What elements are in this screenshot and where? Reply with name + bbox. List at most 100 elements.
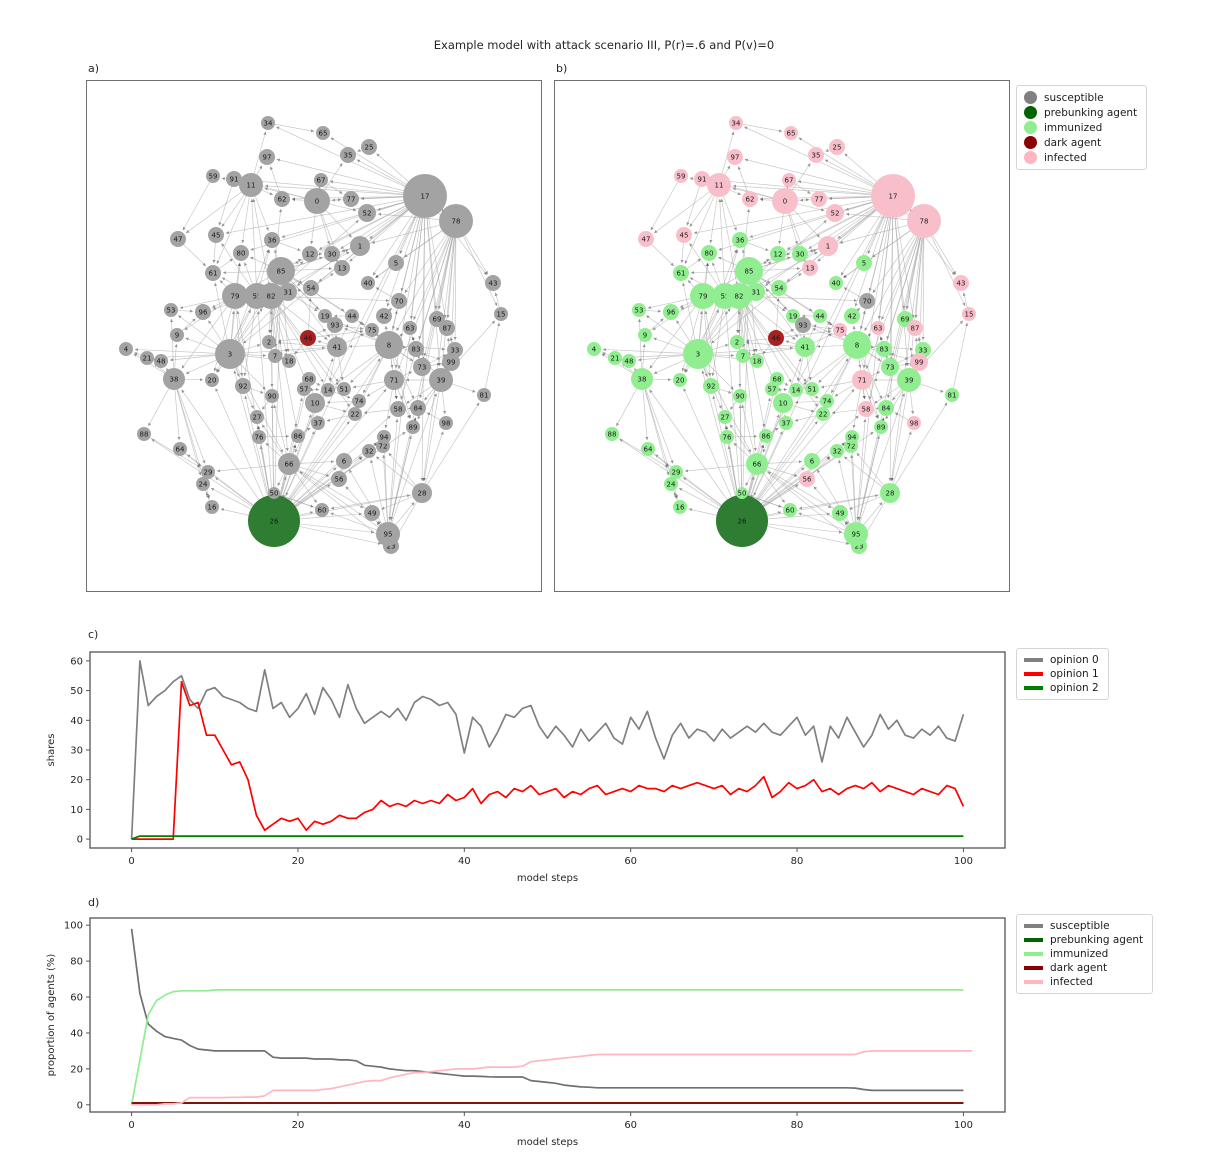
graph-node-label: 85 xyxy=(745,267,754,275)
graph-node xyxy=(844,522,868,546)
graph-edge xyxy=(182,181,210,231)
graph-edge xyxy=(840,214,882,276)
graph-edge xyxy=(134,348,216,354)
graph-edge xyxy=(849,496,881,510)
graph-edge xyxy=(298,469,364,509)
graph-edge xyxy=(793,210,820,238)
graph-edge xyxy=(220,508,249,516)
graph-node xyxy=(140,351,154,365)
graph-node-label: 14 xyxy=(792,386,801,394)
graph-edge xyxy=(859,310,866,332)
graph-node xyxy=(119,342,133,356)
graph-edge xyxy=(323,163,343,191)
opinion-2-line-icon xyxy=(1024,686,1043,690)
graph-edge xyxy=(870,371,881,377)
graph-edge xyxy=(718,388,732,394)
graph-node xyxy=(406,420,420,434)
graph-edge xyxy=(684,464,747,473)
graph-edge xyxy=(839,224,908,244)
graph-edge xyxy=(330,512,377,531)
graph-node-label: 70 xyxy=(395,297,404,305)
x-tick-label: 100 xyxy=(954,1120,973,1131)
graph-node xyxy=(858,401,874,417)
graph-node xyxy=(736,487,748,499)
graph-edge xyxy=(892,389,902,401)
graph-node-label: 40 xyxy=(832,279,841,287)
graph-edge xyxy=(221,194,245,228)
graph-node-label: 52 xyxy=(831,209,840,217)
graph-edge xyxy=(897,354,915,364)
graph-node-label: 21 xyxy=(611,354,620,362)
graph-node-label: 87 xyxy=(443,324,452,332)
graph-node-label: 96 xyxy=(199,308,208,316)
y-axis-label: proportion of agents (%) xyxy=(46,954,57,1077)
graph-node xyxy=(262,335,276,349)
graph-node-label: 67 xyxy=(317,176,326,184)
graph-edge xyxy=(384,389,393,429)
graph-node xyxy=(274,191,290,207)
graph-node-label: 11 xyxy=(247,181,256,189)
graph-edge xyxy=(747,387,776,496)
graph-node-label: 59 xyxy=(209,172,218,180)
graph-edge xyxy=(816,344,844,348)
graph-node-label: 39 xyxy=(905,376,914,384)
graph-node xyxy=(259,149,275,165)
graph-edge xyxy=(428,217,447,319)
legend-item-susceptible: susceptible xyxy=(1024,91,1137,104)
graph-node xyxy=(897,368,921,392)
graph-node xyxy=(327,337,347,357)
graph-edge xyxy=(424,431,444,484)
x-tick-label: 80 xyxy=(791,856,804,867)
graph-node-label: 22 xyxy=(351,410,360,418)
graph-edge xyxy=(751,296,858,303)
graph-edge xyxy=(867,333,872,337)
graph-edge xyxy=(896,217,915,319)
legend-label: opinion 1 xyxy=(1050,668,1099,680)
graph-node xyxy=(808,147,824,163)
graph-node xyxy=(673,373,687,387)
opinion-0-line-icon xyxy=(1024,658,1043,662)
graph-edge xyxy=(315,329,364,338)
graph-edge xyxy=(881,236,918,320)
graph-edge xyxy=(767,466,798,477)
graph-edge xyxy=(792,405,815,413)
graph-node xyxy=(782,173,796,187)
graph-edge xyxy=(751,348,796,356)
graph-edge xyxy=(741,404,755,454)
graph-edge xyxy=(261,401,269,410)
graph-edge xyxy=(794,415,817,422)
graph-edge xyxy=(837,209,876,239)
graph-edge xyxy=(363,409,391,415)
graph-node xyxy=(154,354,168,368)
graph-node-label: 17 xyxy=(421,192,430,200)
graph-edge xyxy=(442,391,447,415)
graph-node xyxy=(361,276,375,290)
graph-edge xyxy=(797,180,872,194)
graph-edge xyxy=(169,318,174,369)
graph-edge xyxy=(812,456,831,474)
graph-edge xyxy=(219,279,227,287)
graph-edge xyxy=(881,417,885,422)
graph-edge xyxy=(391,310,398,332)
graph-node xyxy=(352,394,366,408)
graph-edge xyxy=(683,388,732,498)
graph-nodes: 0123456789101112131415161718192021222324… xyxy=(119,116,508,554)
legend-item-immunized: immunized xyxy=(1024,948,1143,960)
graph-edge xyxy=(809,248,819,252)
graph-node-label: 2 xyxy=(267,338,271,346)
graph-node-label: 99 xyxy=(447,358,456,366)
graph-node-label: 65 xyxy=(319,129,328,137)
graph-edge xyxy=(704,262,709,284)
graph-edge xyxy=(767,460,803,464)
graph-node-label: 45 xyxy=(680,231,689,239)
graph-edge xyxy=(706,308,731,342)
graph-edge xyxy=(370,459,386,523)
legend-label: susceptible xyxy=(1050,920,1110,932)
graph-edge xyxy=(894,217,906,310)
graph-node xyxy=(485,275,501,291)
graph-node xyxy=(795,317,811,333)
graph-node-label: 20 xyxy=(208,376,217,384)
graph-edge xyxy=(283,296,390,303)
graph-edge xyxy=(244,395,269,496)
graph-edge xyxy=(272,308,289,452)
